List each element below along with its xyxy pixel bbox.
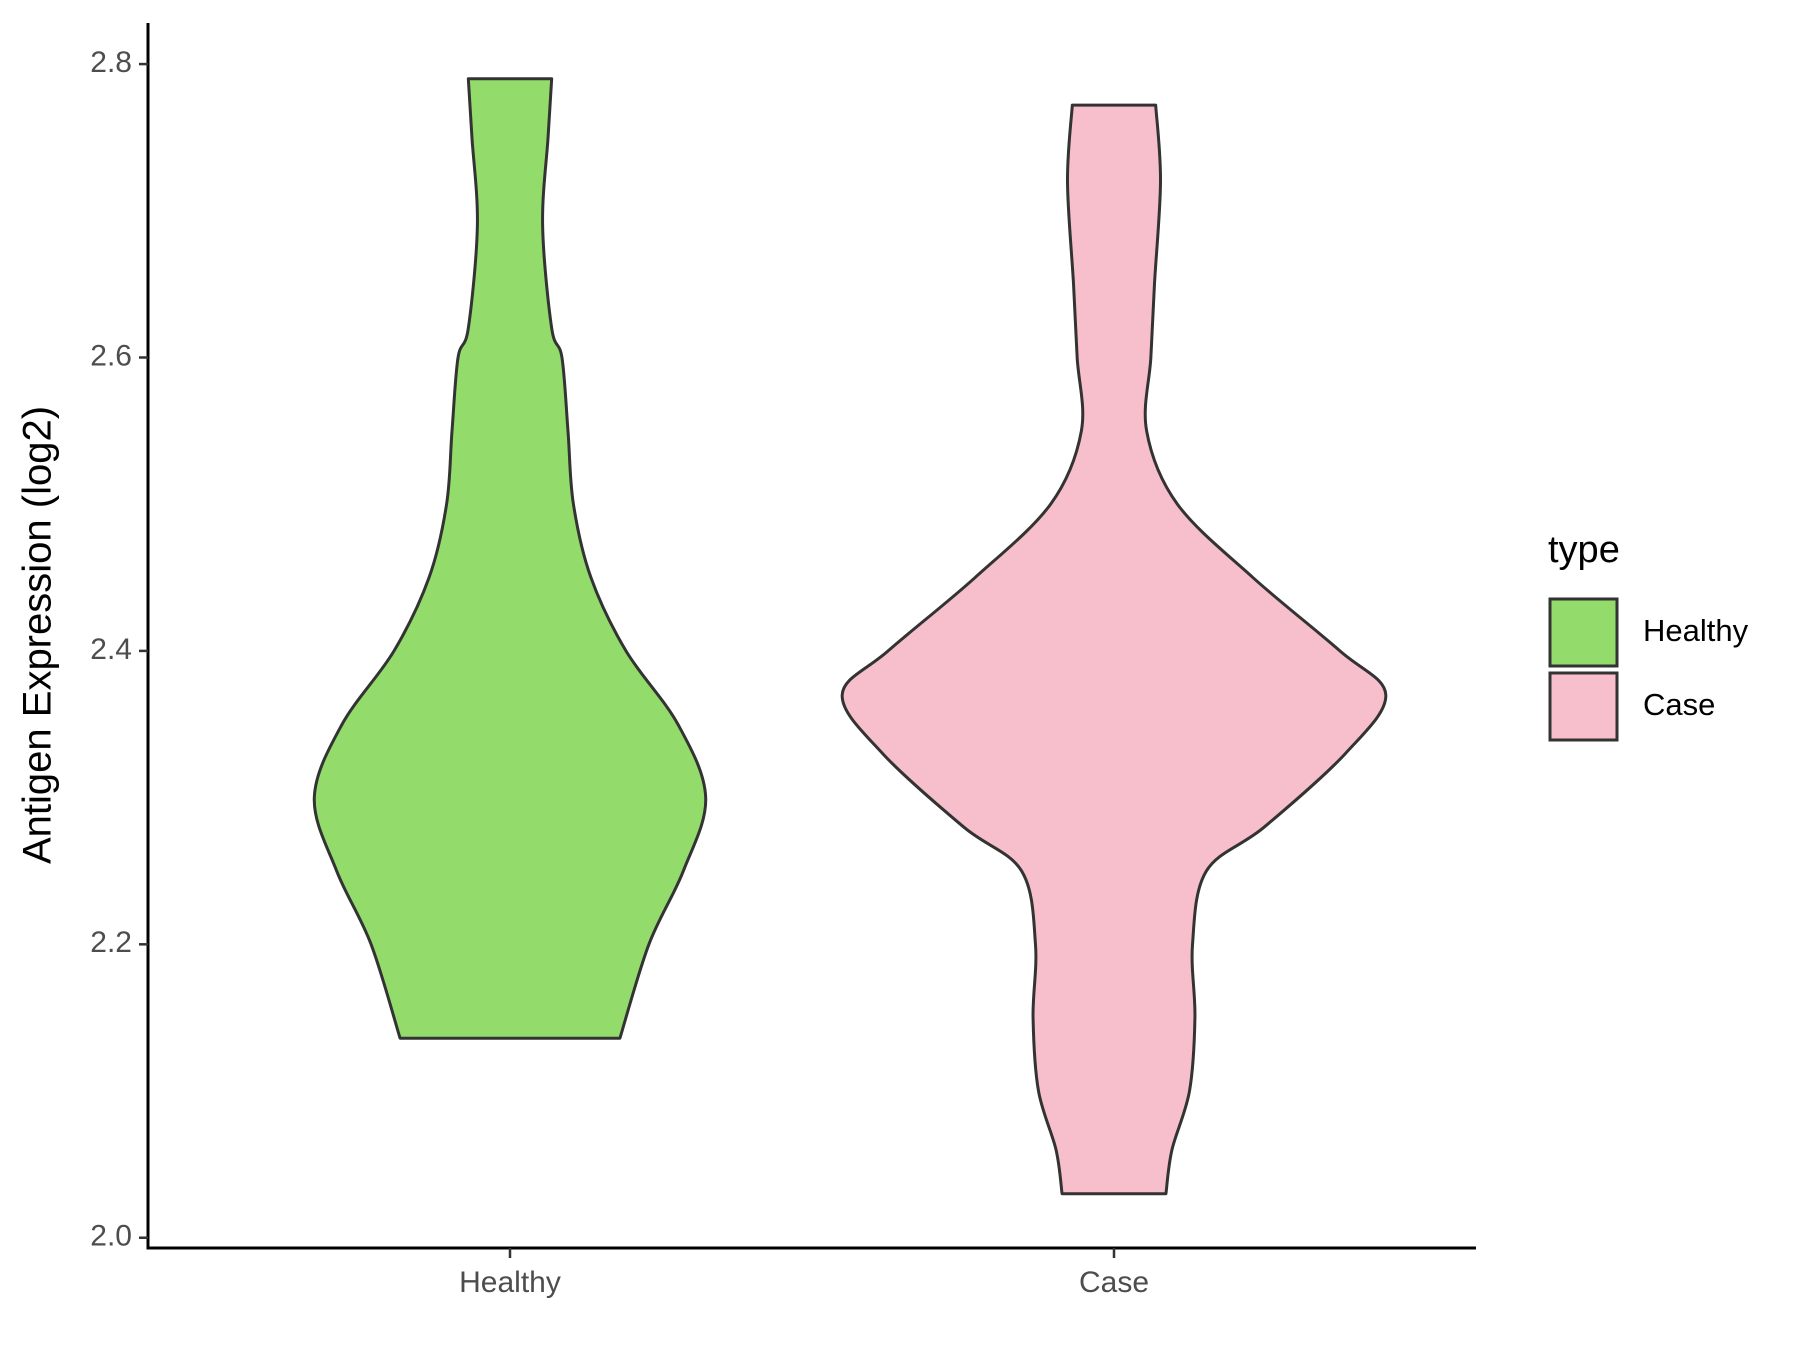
- legend-label: Healthy: [1643, 613, 1749, 648]
- violin: [840, 103, 1388, 1196]
- y-tick-label: 2.0: [90, 1220, 132, 1253]
- legend-title: type: [1548, 529, 1620, 571]
- y-tick-label: 2.6: [90, 339, 132, 372]
- violin: [312, 77, 708, 1040]
- legend-key: [1548, 597, 1619, 668]
- y-tick-label: 2.8: [90, 46, 132, 79]
- legend-label: Case: [1643, 687, 1715, 722]
- y-tick-label: 2.4: [90, 633, 132, 666]
- y-tick-label: 2.2: [90, 926, 132, 959]
- y-axis-title: Antigen Expression (log2): [16, 406, 60, 864]
- x-tick-label: Case: [1079, 1266, 1149, 1299]
- x-tick-label: Healthy: [459, 1266, 561, 1299]
- legend-key: [1548, 671, 1619, 742]
